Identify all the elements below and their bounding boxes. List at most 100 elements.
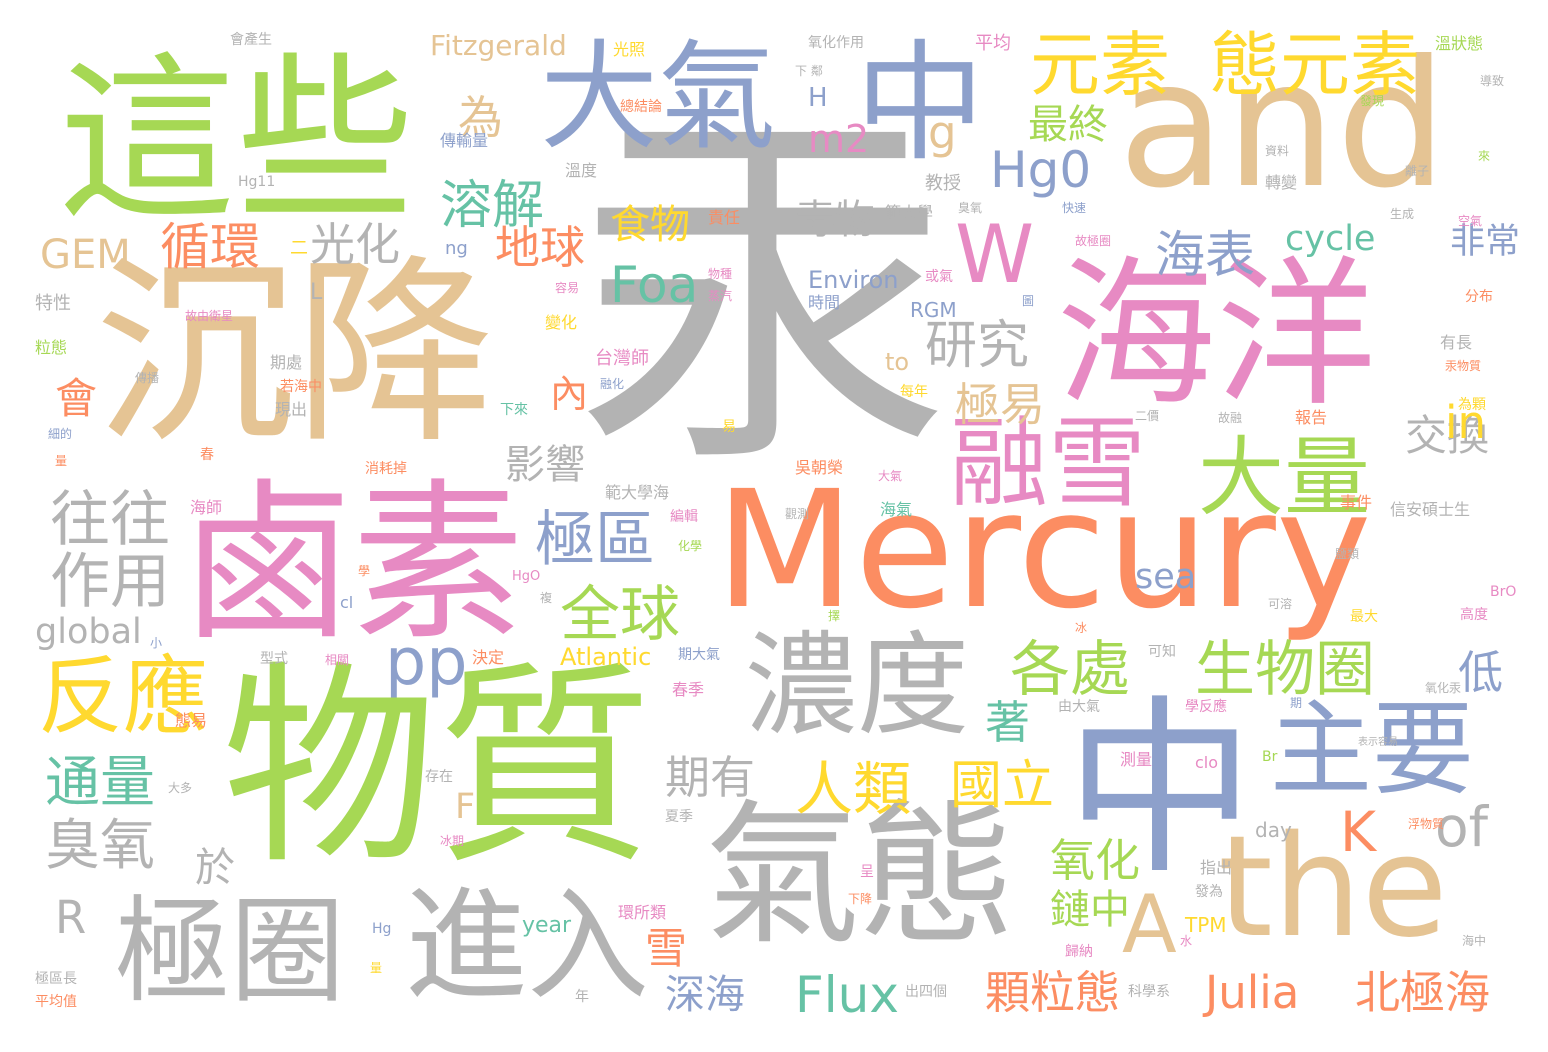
word-lizi: 離子 bbox=[1405, 164, 1430, 178]
word-yanjiu: 研究 bbox=[925, 316, 1030, 376]
word-shui: 水 bbox=[1180, 934, 1193, 948]
word-meinian: 每年 bbox=[900, 384, 928, 400]
word-clo: clo bbox=[1195, 753, 1219, 772]
word-rongxue: 融雪 bbox=[950, 407, 1147, 521]
word-gem: GEM bbox=[40, 232, 131, 278]
word-chouyang: 臭氧 bbox=[45, 813, 156, 877]
word-zongjielun: 總結論 bbox=[620, 99, 662, 115]
word-wuzhong: 物種 bbox=[708, 267, 733, 281]
word-zhong-bottom: 中 bbox=[1065, 679, 1256, 900]
word-chuanbo: 傳播 bbox=[135, 371, 160, 385]
word-environ: Environ bbox=[808, 266, 899, 294]
word-F: F bbox=[455, 787, 476, 827]
word-xiaohao: 消耗掉 bbox=[365, 461, 407, 477]
word-bro: BrO bbox=[1490, 584, 1517, 600]
word-wendu: 溫度 bbox=[565, 161, 598, 180]
word-tpm: TPM bbox=[1185, 913, 1227, 937]
word-gaodu: 高度 bbox=[1460, 607, 1488, 623]
word-K: K bbox=[1340, 800, 1377, 864]
word-qi: 期 bbox=[1290, 696, 1303, 710]
word-chenjiang: 沉降 bbox=[95, 238, 496, 471]
word-xunhuan: 循環 bbox=[160, 218, 260, 276]
word-yanghuahg: 氧化汞 bbox=[1425, 681, 1462, 695]
word-hgo: HgO bbox=[512, 569, 541, 584]
word-taiwanshi: 台灣師 bbox=[595, 348, 649, 369]
word-xianchu: 現出 bbox=[275, 400, 308, 419]
word-quanqiu: 全球 bbox=[560, 580, 680, 650]
word-of: of bbox=[1435, 795, 1489, 859]
word-cunzai: 存在 bbox=[425, 769, 453, 785]
word-haiqi: 海氣 bbox=[880, 500, 913, 519]
word-fuwuzhi: 浮物質 bbox=[1408, 817, 1445, 831]
word-bingqi: 冰期 bbox=[440, 834, 465, 848]
word-taiyuansu: 態元素 bbox=[1210, 24, 1420, 106]
word-foa: Foa bbox=[610, 256, 699, 314]
word-mercury: Mercury bbox=[715, 457, 1372, 645]
word-guina: 歸納 bbox=[1065, 944, 1093, 960]
word-nongdu: 濃度 bbox=[745, 621, 969, 751]
word-youdaqi: 由大氣 bbox=[1058, 699, 1100, 715]
word-chouqi: 臭氧 bbox=[958, 201, 983, 215]
word-kuaisu: 快速 bbox=[1062, 201, 1087, 215]
word-wenzhuangtai: 溫狀態 bbox=[1435, 34, 1484, 53]
word-guyouweixing: 故由衛星 bbox=[185, 309, 234, 323]
word-dash: 二 bbox=[290, 238, 308, 259]
word-lai: 來 bbox=[1478, 149, 1491, 163]
word-jiaoshou: 教授 bbox=[925, 173, 961, 194]
word-yu: 於 bbox=[195, 845, 235, 891]
word-xiao: 小 bbox=[150, 636, 163, 650]
word-fawei: 發為 bbox=[1195, 884, 1223, 900]
word-cycle: cycle bbox=[1285, 219, 1376, 259]
word-jiquchang: 極區長 bbox=[35, 971, 77, 987]
word-bianhua: 變化 bbox=[545, 313, 578, 332]
word-texing: 特性 bbox=[35, 293, 71, 314]
word-zhengqi: 蒸汽 bbox=[708, 289, 733, 303]
word-celiang: 測量 bbox=[1120, 750, 1153, 769]
word-chusige: 出四個 bbox=[905, 984, 947, 1000]
word-hui: 會 bbox=[55, 374, 98, 423]
word-wuchaorong: 吳朝榮 bbox=[795, 458, 844, 477]
word-wangwang: 往往 bbox=[50, 485, 170, 555]
word-fenbu: 分布 bbox=[1465, 289, 1493, 305]
word-guzhan: 故融 bbox=[1218, 411, 1243, 425]
word-g: g bbox=[928, 106, 957, 159]
word-qichu: 期處 bbox=[270, 353, 303, 372]
word-xiaji: 夏季 bbox=[665, 809, 693, 825]
word-cheng: 呈 bbox=[860, 864, 874, 880]
word-weike: 為顆 bbox=[1458, 397, 1486, 413]
word-lizhuangtai: 粒態 bbox=[35, 338, 68, 357]
word-the: the bbox=[1218, 806, 1448, 969]
word-chuanshuliang: 傳輸量 bbox=[440, 131, 489, 150]
word-yanghua: 氧化 bbox=[1050, 834, 1141, 887]
word-pingjunzhi: 平均值 bbox=[35, 994, 77, 1010]
word-jiquan: 極圈 bbox=[115, 885, 346, 1019]
word-youchang: 有長 bbox=[1440, 333, 1473, 352]
word-wei: 為 bbox=[458, 91, 504, 144]
word-biaoxian: 表示容易 bbox=[1358, 737, 1398, 748]
word-zuida: 最大 bbox=[1350, 609, 1378, 625]
word-qitai: 氣態 bbox=[705, 785, 1015, 966]
word-W: W bbox=[955, 208, 1035, 301]
word-qiyou: 期有 bbox=[665, 751, 756, 804]
word-yanlei: 鹽類 bbox=[1335, 547, 1360, 561]
word-guance: 觀測 bbox=[785, 507, 810, 521]
word-bianji: 編輯 bbox=[670, 509, 698, 525]
word-huichansheng: 會產生 bbox=[230, 32, 272, 48]
word-shijian: 時間 bbox=[808, 293, 841, 312]
word-xiajiang: 下降 bbox=[848, 892, 873, 906]
word-duwu: 毒物 bbox=[795, 197, 875, 243]
word-lusu: 鹵素 bbox=[180, 463, 524, 664]
word-yingxiang: 影響 bbox=[505, 442, 585, 488]
word-tongliang: 通量 bbox=[45, 750, 156, 814]
word-rongyi: 容易 bbox=[555, 281, 580, 295]
word-zeren: 責任 bbox=[708, 208, 741, 227]
word-daliang: 大量 bbox=[1198, 428, 1370, 528]
word-fanweidaxue: 範大學 bbox=[885, 203, 934, 222]
word-jueding: 決定 bbox=[472, 648, 505, 667]
word-kongqi: 空氣 bbox=[1458, 214, 1483, 228]
word-yanghuazuoyong: 氧化作用 bbox=[808, 35, 864, 51]
word-qidaqi: 期大氣 bbox=[678, 647, 720, 663]
word-zhong-top: 中 bbox=[855, 27, 986, 179]
word-renlei: 人類 bbox=[795, 755, 912, 823]
word-ze: 擇 bbox=[828, 609, 841, 623]
